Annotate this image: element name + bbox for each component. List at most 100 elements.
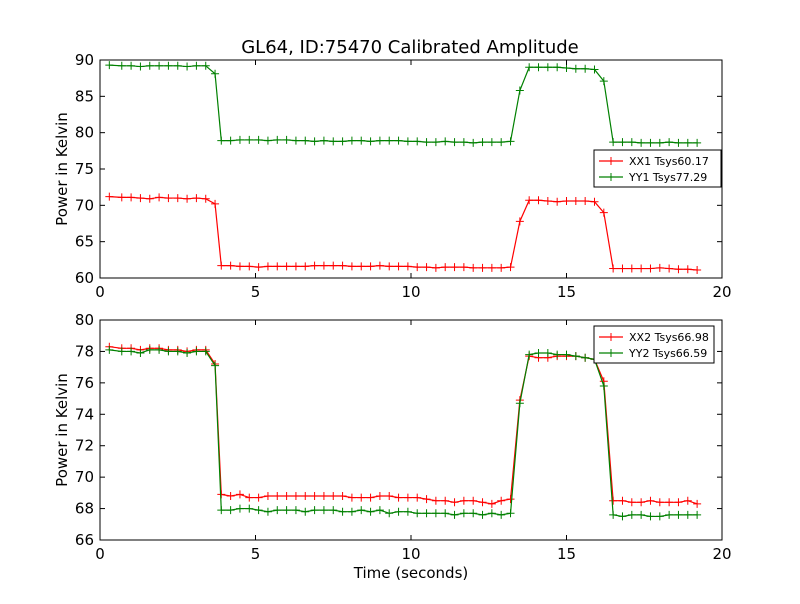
data-point [413,263,422,272]
data-point [515,217,524,226]
plot-upper: 0 5 10 15 20 60 65 70 75 80 85 90 Power in Kelvin XX1… [53,51,732,301]
data-point [627,498,636,507]
data-point [655,263,664,272]
data-point [543,63,552,72]
data-point [127,61,136,70]
data-point [497,138,506,147]
data-point [254,506,263,515]
data-point [534,63,543,72]
data-point [571,196,580,205]
data-point [226,506,235,515]
data-point [226,136,235,145]
data-point [459,138,468,147]
data-point [319,261,328,270]
data-point [469,509,478,518]
plot-lower: 0 5 10 15 20 66 68 70 72 74 76 78 80 Power in Kelvin T… [53,311,732,582]
data-point [291,136,300,145]
data-point [173,347,182,356]
data-point [441,137,450,146]
data-point [422,263,431,272]
data-point [618,496,627,505]
data-point [525,350,534,359]
data-point [394,136,403,145]
data-point [357,506,366,515]
data-point [273,506,282,515]
data-point [155,61,164,70]
data-point [117,61,126,70]
y-tick-label: 66 [75,531,94,549]
y-tick-label: 70 [75,196,94,214]
y-tick-label: 74 [75,405,94,423]
data-point [136,194,145,203]
legend-label: YY1 Tsys77.29 [628,171,707,184]
data-point [618,138,627,147]
data-point [441,263,450,272]
data-point [553,63,562,72]
data-point [245,504,254,513]
data-point [347,493,356,502]
data-point [375,136,384,145]
data-point [338,492,347,500]
legend-marker [607,157,615,165]
data-point [329,506,338,515]
y-tick-label: 60 [75,269,94,287]
data-point [459,509,468,518]
data-point [637,138,646,147]
data-point [637,498,646,507]
x-tick-label: 10 [401,545,420,563]
data-point [366,493,375,502]
data-point [422,509,431,518]
data-point [347,136,356,145]
data-point [245,262,254,271]
data-point [627,138,636,147]
data-point [329,492,338,500]
data-point [646,512,655,521]
data-point [273,492,282,500]
data-point [609,510,618,519]
data-point [655,512,664,521]
x-tick-label: 15 [557,545,576,563]
series-line-2 [109,349,698,518]
data-point [609,138,618,147]
data-point [431,509,440,518]
x-axis-label: Time (seconds) [353,564,469,582]
data-point [655,138,664,147]
data-point [627,510,636,519]
data-point [338,261,347,270]
data-point [263,136,272,145]
data-point [459,263,468,272]
data-point [543,349,552,357]
legend: XX2 Tsys66.98 YY2 Tsys66.59 [593,325,715,364]
data-point [665,264,674,273]
data-point [183,62,192,71]
data-point [201,347,210,356]
data-point [562,350,571,359]
data-point [366,137,375,146]
data-point [590,65,599,74]
data-point [235,490,244,499]
data-point [347,262,356,271]
data-point [394,507,403,516]
data-point [291,492,300,500]
data-point [609,496,618,505]
data-point [173,61,182,70]
data-point [338,137,347,146]
data-point [450,263,459,272]
legend: XX1 Tsys60.17 YY1 Tsys77.29 [593,149,722,188]
data-point [571,352,580,361]
data-point [217,261,226,270]
data-point [693,266,702,275]
y-tick-label: 65 [75,233,94,251]
data-point [245,493,254,502]
x-tick-label: 0 [95,545,105,563]
data-point [273,262,282,271]
chart-title: GL64, ID:75470 Calibrated Amplitude [241,37,579,58]
data-point [590,197,599,206]
data-point [375,492,384,500]
data-point [655,498,664,507]
data-point [413,137,422,146]
data-point [506,263,515,272]
data-point [627,264,636,273]
data-point [357,262,366,271]
